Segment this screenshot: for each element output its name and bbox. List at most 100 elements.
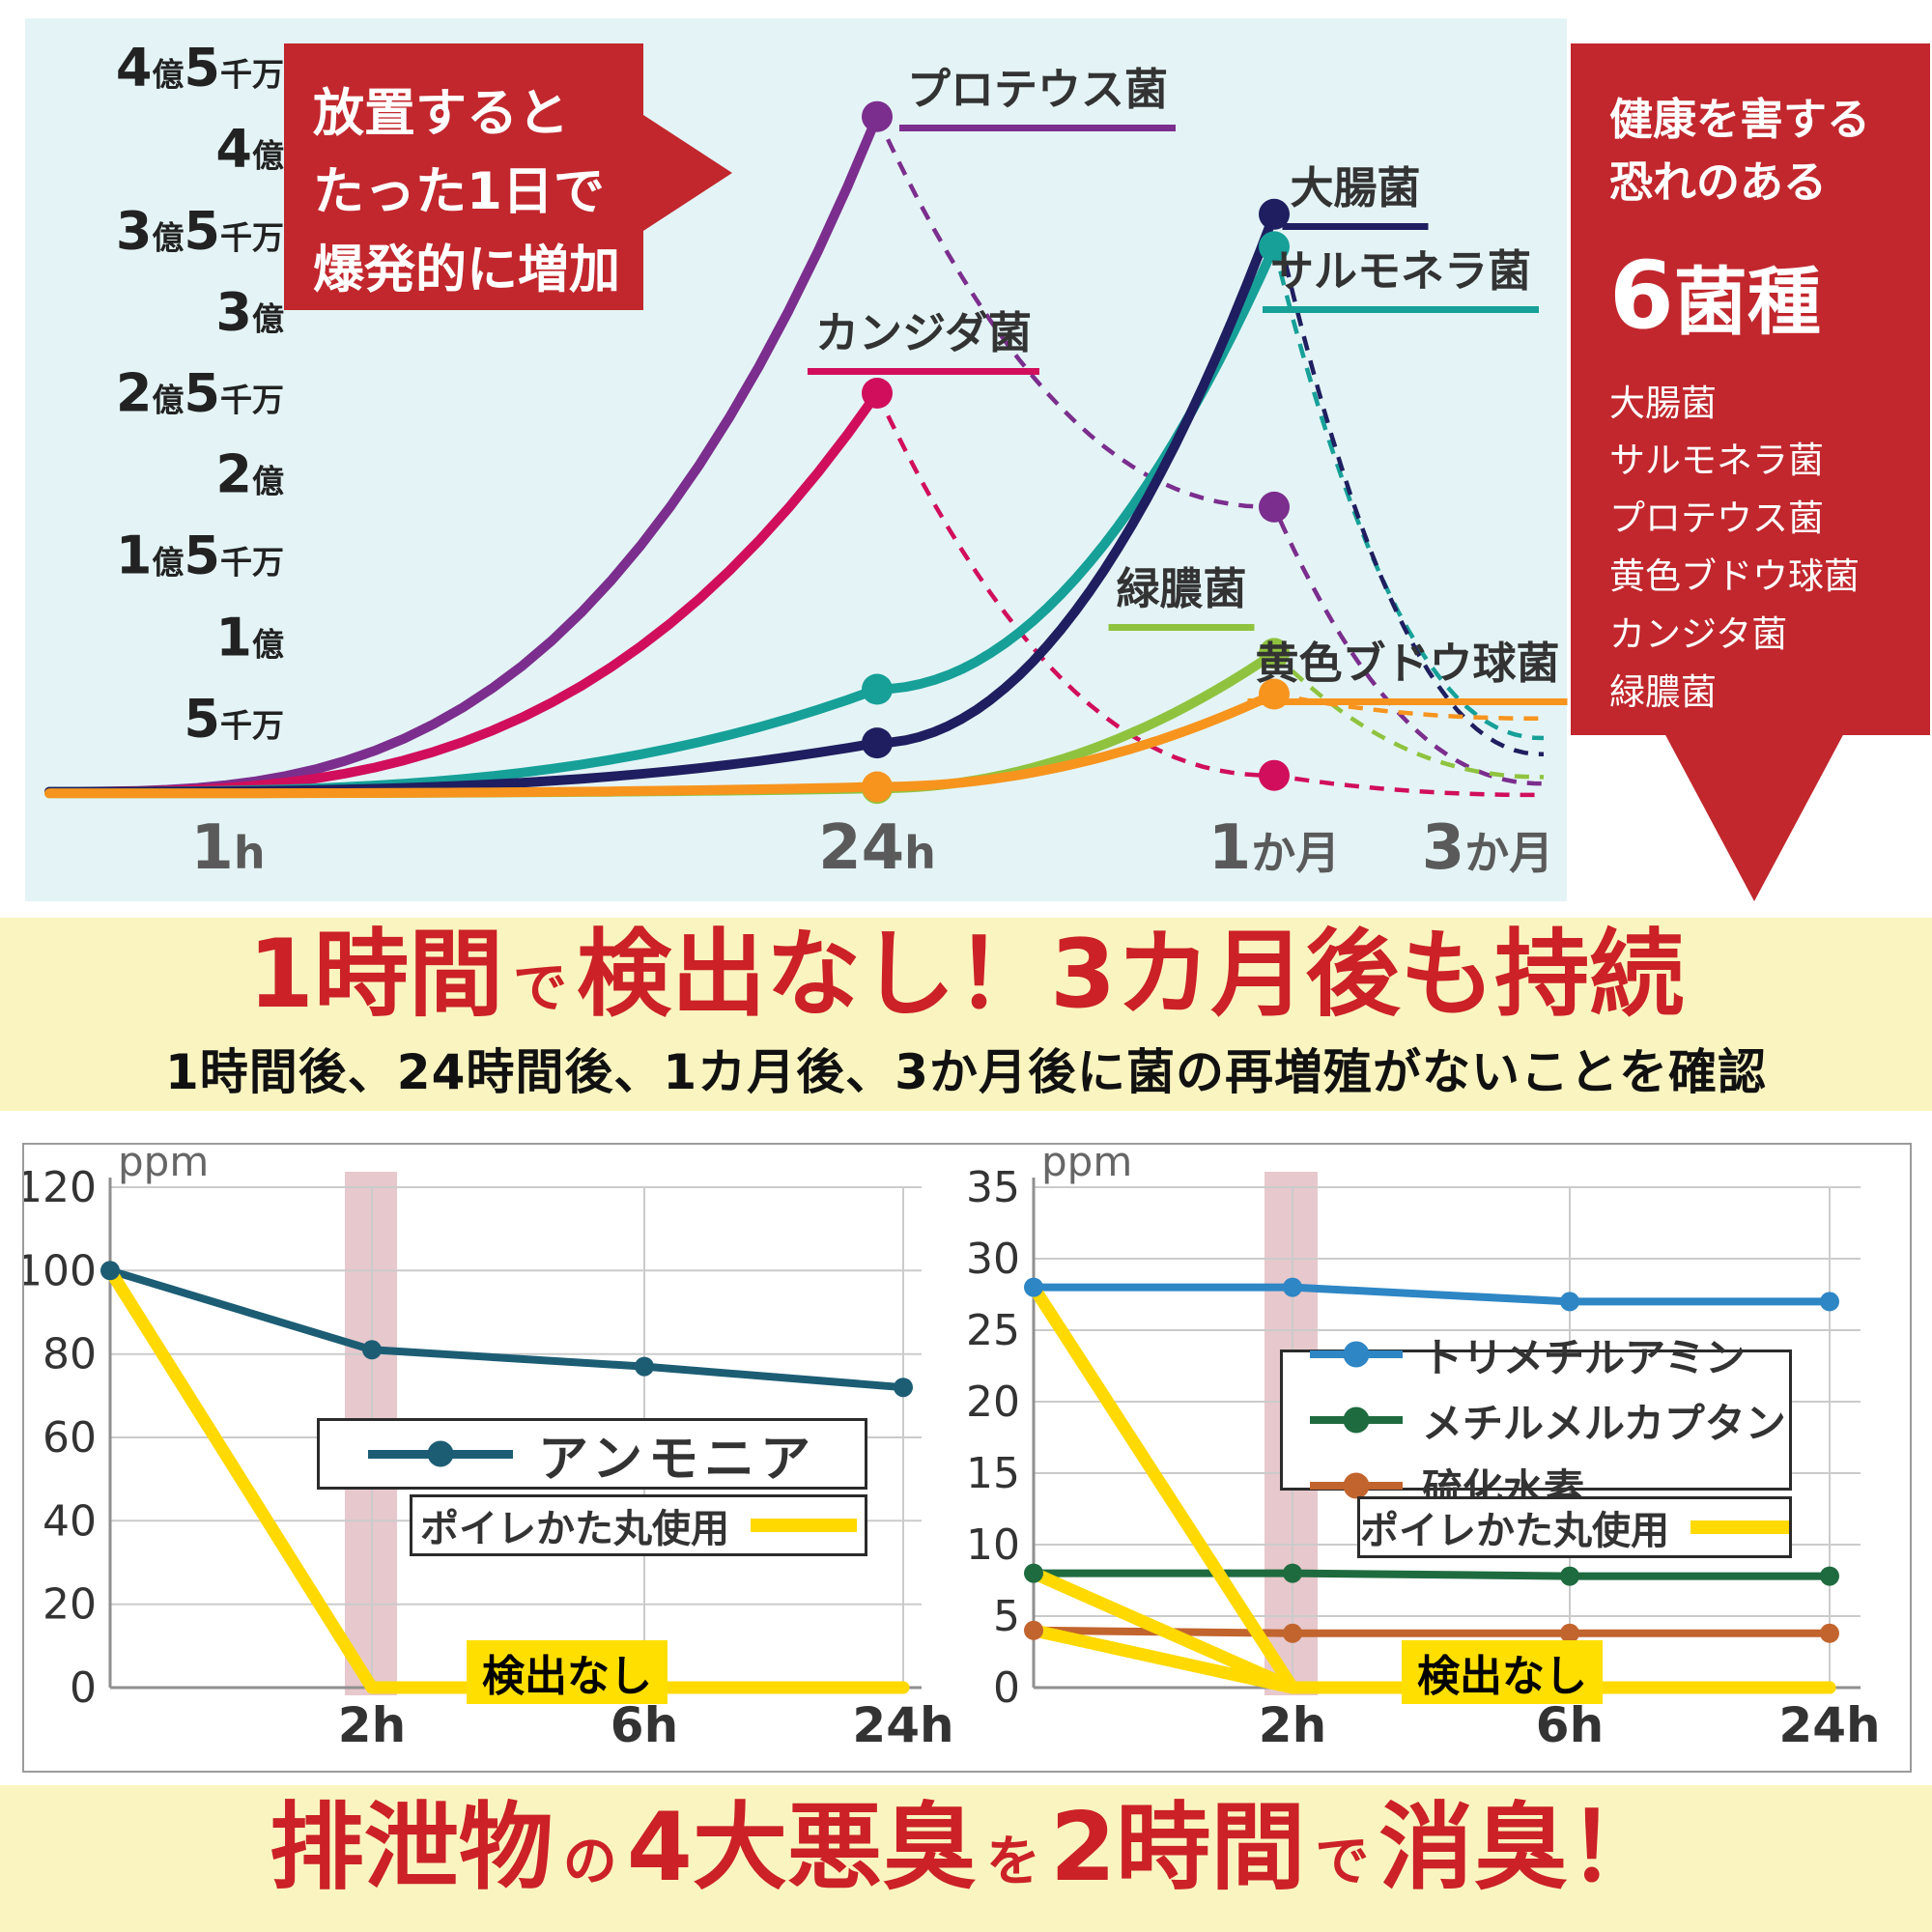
svg-text:ppm: ppm (118, 1145, 209, 1185)
heading-segment: で (1315, 1831, 1370, 1893)
trimethylamine-line-marker (1310, 1341, 1403, 1368)
heading-segment: 2時間 (1050, 1793, 1306, 1903)
svg-text:2h: 2h (1259, 1697, 1326, 1753)
svg-text:2h: 2h (338, 1697, 406, 1753)
heading-segment: 検出なし！3カ月後も持続 (577, 920, 1685, 1030)
product-line-marker-left (751, 1519, 857, 1532)
y-tick-label: 4億5千万 (115, 37, 284, 99)
trimethylamine-label: トリメチルアミン (1422, 1333, 1747, 1381)
down-arrow-icon (1663, 731, 1845, 901)
product-legend-right: ポイレかた丸使用 (1357, 1496, 1792, 1558)
series-label: プロテウス菌 (898, 54, 1177, 131)
x-tick-label: 1h (190, 812, 266, 884)
heading-segment: 消臭！ (1378, 1793, 1663, 1903)
y-tick-label: 1億 (215, 607, 284, 668)
no-detect-label-right: 検出なし (1402, 1640, 1603, 1704)
deodorize-banner: 排泄物の 4大悪臭を 2時間で消臭！ (0, 1785, 1932, 1932)
hydrogen-sulfide-line-marker (1310, 1472, 1403, 1499)
callout-line-2: たった1日で (313, 162, 605, 222)
callout-line-1: 放置すると (313, 84, 569, 143)
methyl-mercaptan-line-marker (1310, 1406, 1403, 1434)
svg-text:35: 35 (966, 1163, 1020, 1212)
product-line-marker-right (1690, 1520, 1789, 1534)
y-tick-label: 2億 (215, 443, 284, 505)
series-label: 黄色ブドウ球菌 (1247, 628, 1568, 705)
svg-text:ppm: ppm (1041, 1145, 1132, 1185)
methyl-mercaptan-dot-icon (1343, 1406, 1370, 1434)
callout-line-3: 爆発的に増加 (313, 241, 620, 300)
svg-text:120: 120 (24, 1163, 97, 1212)
banner2-heading: 排泄物の 4大悪臭を 2時間で消臭！ (0, 1796, 1932, 1901)
y-axis-labels: 5千万 1億 1億5千万 2億 2億5千万 3億 3億5千万 4億 4億5千万 (25, 18, 284, 901)
svg-text:20: 20 (43, 1580, 97, 1630)
heading-segment: 4大悪臭 (626, 1793, 977, 1903)
bacteria-count: 6菌種 (1609, 241, 1821, 350)
harmful-bacteria-panel: 健康を害する 恐れのある 6菌種 大腸菌 サルモネラ菌 プロテウス菌 黄色ブドウ球菌カ… (1571, 43, 1930, 735)
x-tick-label: 3か月 (1421, 812, 1554, 884)
y-tick-label: 2億5千万 (115, 362, 284, 424)
svg-text:6h: 6h (1536, 1697, 1604, 1753)
y-tick-label: 4億 (215, 118, 284, 180)
legend-row-trimethylamine: トリメチルアミン (1310, 1325, 1746, 1384)
svg-text:30: 30 (966, 1235, 1020, 1284)
svg-text:6h: 6h (611, 1697, 678, 1753)
svg-text:24h: 24h (852, 1697, 953, 1753)
ammonia-line-marker (368, 1440, 514, 1467)
bacteria-list-item: 黄色ブドウ球菌 (1609, 555, 1860, 598)
y-tick-label: 3億5千万 (115, 200, 284, 262)
product-legend-left: ポイレかた丸使用 (410, 1494, 867, 1556)
series-label: 大腸菌 (1282, 153, 1429, 230)
methyl-mercaptan-label: メチルメルカプタン (1422, 1399, 1786, 1447)
svg-text:80: 80 (43, 1330, 97, 1379)
series-label: 緑膿菌 (1108, 554, 1255, 631)
odor-plots: 0 20 40 60 80 100 120 2h 6h 24h ppm 0 5 10 15 20 25 30 35 2… (24, 1145, 1881, 1753)
bacteria-list: 大腸菌サルモネラ菌 プロテウス菌 黄色ブドウ球菌 カンジタ菌緑膿菌 (1609, 375, 1915, 723)
explosive-growth-callout: 放置すると たった1日で 爆発的に増加 (284, 43, 732, 310)
trimethylamine-dot-icon (1343, 1341, 1370, 1368)
bacteria-list-item: サルモネラ菌 (1609, 440, 1824, 482)
gas-legend: トリメチルアミン メチルメルカプタン 硫化水素 (1280, 1334, 1792, 1513)
series-label: サルモネラ菌 (1262, 236, 1540, 313)
svg-text:15: 15 (966, 1449, 1020, 1498)
banner1-subtitle: 1時間後、24時間後、1カ月後、3か月後に菌の再増殖がないことを確認 (165, 1043, 1767, 1100)
series-label: カンジダ菌 (807, 298, 1040, 375)
bacteria-growth-chart: 5千万 1億 1億5千万 2億 2億5千万 3億 3億5千万 4億 4億5千万 1h 24h 1か月… (25, 18, 1568, 901)
heading-segment: で (513, 957, 567, 1020)
svg-text:60: 60 (43, 1413, 97, 1463)
svg-text:0: 0 (993, 1663, 1020, 1713)
svg-text:0: 0 (70, 1663, 97, 1713)
svg-text:24h: 24h (1778, 1697, 1880, 1753)
panel-heading-line-2: 恐れのある (1609, 156, 1828, 209)
bacteria-list-item: プロテウス菌 (1609, 497, 1824, 540)
x-tick-label: 24h (818, 812, 936, 884)
svg-text:20: 20 (966, 1378, 1020, 1427)
y-tick-label: 3億 (215, 281, 284, 343)
svg-text:100: 100 (24, 1246, 97, 1295)
odor-charts-panel: 0 20 40 60 80 100 120 2h 6h 24h ppm 0 5 10 15 20 25 30 35 2… (22, 1143, 1912, 1773)
svg-text:10: 10 (966, 1520, 1020, 1570)
bacteria-list-item: 大腸菌 (1609, 382, 1717, 424)
product-label-left: ポイレかた丸使用 (420, 1507, 729, 1551)
y-tick-label: 1億5千万 (115, 525, 284, 586)
svg-text:40: 40 (43, 1496, 97, 1546)
svg-text:5: 5 (993, 1592, 1020, 1641)
duration-banner: 1時間で検出なし！3カ月後も持続 1時間後、24時間後、1カ月後、3か月後に菌の… (0, 918, 1932, 1111)
hydrogen-sulfide-dot-icon (1343, 1472, 1370, 1499)
heading-segment: を (986, 1831, 1040, 1893)
heading-segment: の (562, 1831, 617, 1893)
bacteria-list-item: 緑膿菌 (1609, 671, 1717, 714)
no-detect-label-left: 検出なし (467, 1640, 668, 1704)
x-tick-label: 1か月 (1208, 812, 1341, 884)
banner1-heading: 1時間で検出なし！3カ月後も持続 (0, 923, 1932, 1028)
heading-segment: 1時間 (247, 920, 503, 1030)
ammonia-label: アンモニア (538, 1430, 816, 1489)
y-tick-label: 5千万 (184, 688, 284, 750)
svg-text:25: 25 (966, 1306, 1020, 1355)
legend-row-methyl-mercaptan: メチルメルカプタン (1310, 1391, 1786, 1450)
ammonia-dot-icon (427, 1440, 454, 1467)
heading-segment: 排泄物 (269, 1793, 554, 1903)
callout-arrow-right-icon (643, 115, 732, 231)
bacteria-growth-plot (44, 100, 1545, 805)
product-label-right: ポイレかた丸使用 (1360, 1509, 1669, 1553)
bacteria-list-item: カンジタ菌 (1609, 613, 1788, 656)
